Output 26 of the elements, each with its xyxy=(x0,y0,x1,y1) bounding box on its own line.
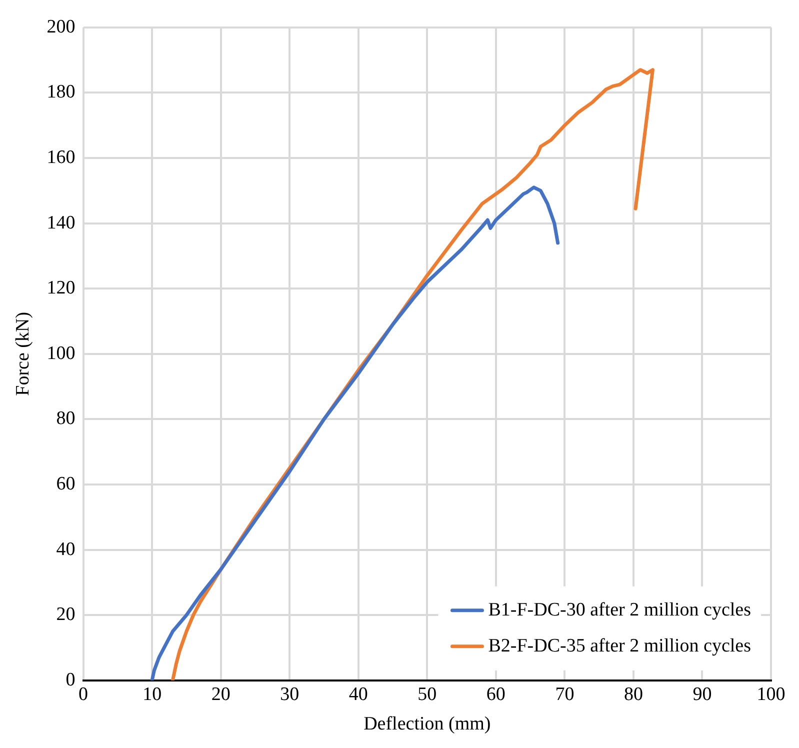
x-tick-label: 10 xyxy=(142,684,162,705)
x-tick-label: 90 xyxy=(692,684,712,705)
y-tick-label: 40 xyxy=(56,538,76,560)
x-tick-label: 80 xyxy=(624,684,643,705)
x-tick-label: 70 xyxy=(555,684,574,705)
y-tick-label: 100 xyxy=(46,342,76,364)
y-tick-label: 80 xyxy=(56,408,76,430)
x-tick-label: 100 xyxy=(756,684,786,705)
x-tick-label: 0 xyxy=(78,684,88,705)
x-tick-label: 50 xyxy=(418,684,437,705)
legend-label: B1-F-DC-30 after 2 million cycles xyxy=(488,599,751,620)
y-tick-label: 200 xyxy=(46,16,76,38)
y-tick-label: 60 xyxy=(56,473,76,494)
x-axis-title: Deflection (mm) xyxy=(364,714,491,735)
y-axis-title: Force (kN) xyxy=(12,312,34,396)
y-tick-label: 160 xyxy=(46,146,76,168)
x-tick-label: 40 xyxy=(348,684,368,705)
y-tick-label: 20 xyxy=(56,604,76,626)
y-tick-label: 140 xyxy=(46,212,76,234)
x-tick-label: 60 xyxy=(486,684,506,705)
x-tick-label: 20 xyxy=(211,684,230,705)
y-tick-label: 180 xyxy=(46,82,76,103)
y-tick-label: 0 xyxy=(66,669,76,690)
x-tick-label: 30 xyxy=(280,684,300,705)
legend-label: B2-F-DC-35 after 2 million cycles xyxy=(488,635,751,656)
y-tick-label: 120 xyxy=(46,278,76,299)
